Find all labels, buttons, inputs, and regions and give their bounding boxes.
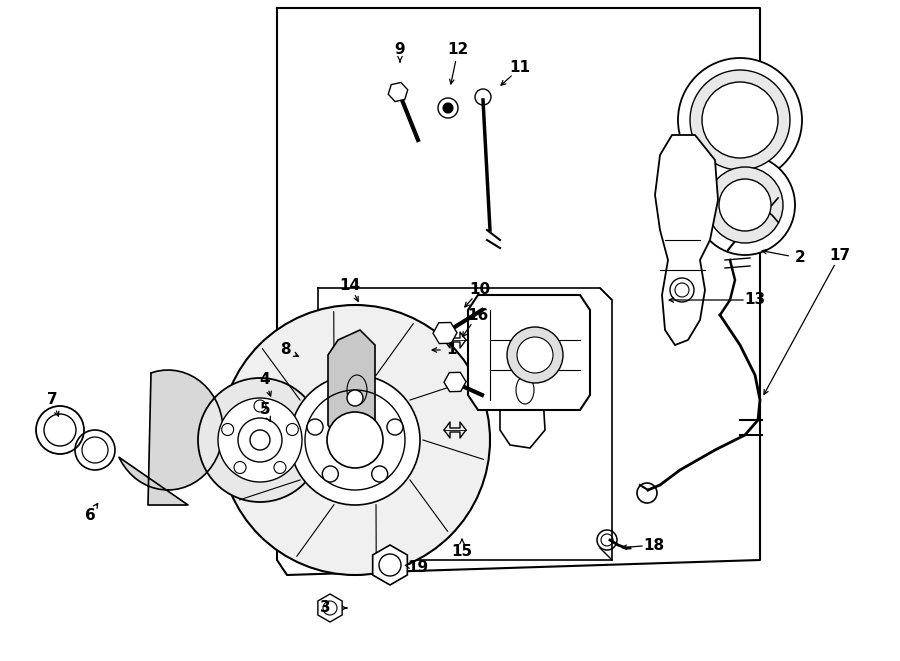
Circle shape bbox=[274, 461, 286, 473]
Circle shape bbox=[198, 378, 322, 502]
Circle shape bbox=[221, 424, 234, 436]
Text: 19: 19 bbox=[408, 561, 428, 576]
Text: 14: 14 bbox=[339, 278, 361, 293]
Circle shape bbox=[286, 424, 298, 436]
Polygon shape bbox=[468, 295, 590, 410]
Circle shape bbox=[327, 412, 383, 468]
Circle shape bbox=[438, 98, 458, 118]
Text: 4: 4 bbox=[260, 373, 270, 387]
Circle shape bbox=[323, 601, 337, 615]
Circle shape bbox=[507, 327, 563, 383]
Circle shape bbox=[379, 554, 401, 576]
Circle shape bbox=[250, 430, 270, 450]
Polygon shape bbox=[655, 135, 718, 345]
Text: 9: 9 bbox=[395, 42, 405, 58]
Circle shape bbox=[254, 400, 266, 412]
Circle shape bbox=[238, 418, 282, 462]
Text: 16: 16 bbox=[467, 307, 489, 323]
Circle shape bbox=[443, 103, 453, 113]
Text: 15: 15 bbox=[452, 545, 472, 559]
Circle shape bbox=[702, 82, 778, 158]
Text: 17: 17 bbox=[830, 247, 850, 262]
Circle shape bbox=[307, 419, 323, 435]
Text: 1: 1 bbox=[446, 342, 457, 358]
Circle shape bbox=[322, 466, 338, 482]
Circle shape bbox=[690, 70, 790, 170]
Circle shape bbox=[347, 390, 363, 406]
Circle shape bbox=[290, 375, 420, 505]
Circle shape bbox=[387, 419, 403, 435]
Text: 5: 5 bbox=[260, 403, 270, 418]
Text: 10: 10 bbox=[470, 282, 490, 297]
Circle shape bbox=[707, 167, 783, 243]
Text: 12: 12 bbox=[447, 42, 469, 58]
Polygon shape bbox=[328, 330, 375, 448]
Circle shape bbox=[678, 58, 802, 182]
Text: 11: 11 bbox=[509, 61, 530, 75]
Circle shape bbox=[372, 466, 388, 482]
Text: 7: 7 bbox=[47, 393, 58, 407]
Circle shape bbox=[234, 461, 246, 473]
Text: 18: 18 bbox=[644, 537, 664, 553]
Circle shape bbox=[695, 155, 795, 255]
Polygon shape bbox=[500, 335, 545, 448]
Text: 8: 8 bbox=[280, 342, 291, 358]
Text: 13: 13 bbox=[744, 293, 766, 307]
Circle shape bbox=[517, 337, 553, 373]
Circle shape bbox=[220, 305, 490, 575]
Circle shape bbox=[218, 398, 302, 482]
Polygon shape bbox=[119, 370, 223, 505]
Text: 6: 6 bbox=[85, 508, 95, 522]
Circle shape bbox=[719, 179, 771, 231]
Text: 3: 3 bbox=[320, 600, 330, 615]
Text: 2: 2 bbox=[795, 251, 806, 266]
